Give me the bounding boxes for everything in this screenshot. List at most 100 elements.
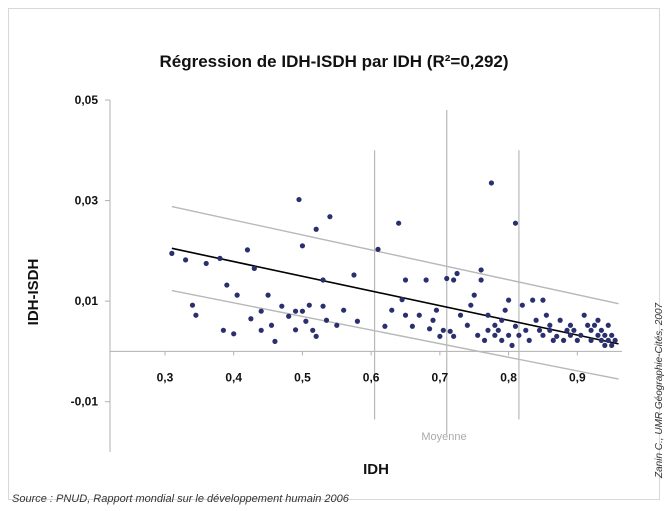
data-point bbox=[533, 317, 539, 323]
data-point bbox=[560, 337, 567, 343]
x-tick-label: 0,9 bbox=[569, 370, 586, 384]
x-tick-label: 0,7 bbox=[432, 370, 449, 384]
data-point bbox=[540, 297, 546, 303]
data-point bbox=[595, 317, 601, 323]
data-point bbox=[547, 322, 553, 328]
data-point bbox=[409, 323, 415, 329]
data-point bbox=[454, 270, 460, 277]
data-point bbox=[588, 327, 594, 333]
data-point bbox=[334, 322, 340, 328]
data-point bbox=[581, 312, 587, 318]
data-point bbox=[399, 297, 405, 303]
data-point bbox=[605, 322, 611, 328]
x-axis-label: IDH bbox=[363, 461, 389, 478]
data-point bbox=[451, 333, 457, 339]
data-point bbox=[481, 337, 488, 343]
data-point bbox=[464, 322, 470, 328]
data-point bbox=[323, 317, 330, 323]
data-point bbox=[447, 328, 453, 334]
data-point bbox=[536, 327, 543, 333]
data-point bbox=[299, 308, 306, 314]
data-point bbox=[258, 327, 264, 333]
data-point bbox=[602, 342, 608, 348]
data-point bbox=[602, 332, 608, 338]
data-point bbox=[543, 312, 550, 318]
data-point bbox=[389, 307, 395, 313]
y-tick-label: -0,01 bbox=[71, 395, 99, 409]
data-point bbox=[488, 180, 495, 186]
data-point bbox=[313, 226, 319, 232]
data-point bbox=[526, 337, 532, 343]
data-point bbox=[512, 323, 519, 329]
data-point bbox=[265, 292, 271, 298]
data-point bbox=[457, 312, 464, 318]
data-point bbox=[426, 326, 433, 332]
reference-label: Moyenne bbox=[421, 431, 466, 443]
data-point bbox=[478, 277, 484, 283]
chart-title: Régression de IDH-ISDH par IDH (R²=0,292… bbox=[159, 52, 509, 71]
confidence-upper-line bbox=[171, 205, 619, 305]
data-point bbox=[598, 337, 604, 343]
data-point bbox=[609, 342, 615, 348]
data-points bbox=[169, 180, 618, 348]
data-point bbox=[509, 342, 515, 348]
data-point bbox=[375, 246, 381, 252]
data-point bbox=[268, 322, 275, 328]
data-point bbox=[485, 327, 491, 333]
data-point bbox=[341, 307, 347, 313]
data-point bbox=[605, 337, 611, 343]
data-point bbox=[313, 333, 319, 339]
data-point bbox=[382, 323, 388, 329]
data-point bbox=[193, 312, 199, 318]
data-point bbox=[423, 277, 429, 283]
data-point bbox=[279, 303, 285, 309]
data-point bbox=[567, 322, 574, 328]
data-point bbox=[354, 318, 361, 324]
data-point bbox=[451, 277, 457, 283]
data-point bbox=[433, 307, 440, 313]
data-point bbox=[286, 313, 292, 319]
data-point bbox=[248, 316, 254, 322]
x-tick-label: 0,4 bbox=[225, 370, 242, 384]
data-point bbox=[512, 220, 519, 226]
x-tick-labels: 0,3 0,4 0,5 0,6 0,7 0,8 0,9 bbox=[157, 351, 586, 384]
y-tick-label: 0,05 bbox=[75, 93, 99, 107]
data-point bbox=[530, 297, 536, 303]
data-point bbox=[320, 277, 326, 283]
x-tick-label: 0,3 bbox=[157, 370, 174, 384]
source-note: Source : PNUD, Rapport mondial sur le dé… bbox=[12, 493, 349, 505]
data-point bbox=[540, 332, 546, 338]
data-point bbox=[189, 302, 196, 308]
data-point bbox=[478, 267, 484, 273]
data-point bbox=[595, 332, 601, 338]
confidence-lower-line bbox=[171, 289, 619, 380]
data-point bbox=[310, 327, 316, 333]
data-point bbox=[244, 247, 251, 253]
data-point bbox=[578, 332, 584, 338]
data-point bbox=[299, 243, 306, 249]
data-point bbox=[444, 275, 450, 282]
data-point bbox=[492, 322, 498, 328]
data-point bbox=[574, 337, 580, 343]
data-point bbox=[182, 257, 189, 263]
data-point bbox=[272, 338, 278, 344]
data-point bbox=[550, 337, 556, 343]
y-tick-label: 0,03 bbox=[75, 194, 99, 208]
data-point bbox=[567, 332, 574, 338]
data-point bbox=[609, 332, 615, 338]
data-point bbox=[169, 250, 175, 256]
data-point bbox=[351, 272, 357, 278]
data-point bbox=[554, 333, 560, 339]
reference-lines bbox=[373, 110, 520, 435]
data-point bbox=[547, 327, 553, 333]
data-point bbox=[258, 308, 264, 314]
data-point bbox=[523, 327, 529, 333]
data-point bbox=[217, 255, 223, 261]
data-point bbox=[440, 327, 446, 333]
regression-line bbox=[171, 247, 619, 345]
data-point bbox=[306, 302, 312, 308]
chart-frame bbox=[8, 8, 660, 500]
data-point bbox=[591, 322, 598, 328]
data-point bbox=[327, 214, 333, 220]
